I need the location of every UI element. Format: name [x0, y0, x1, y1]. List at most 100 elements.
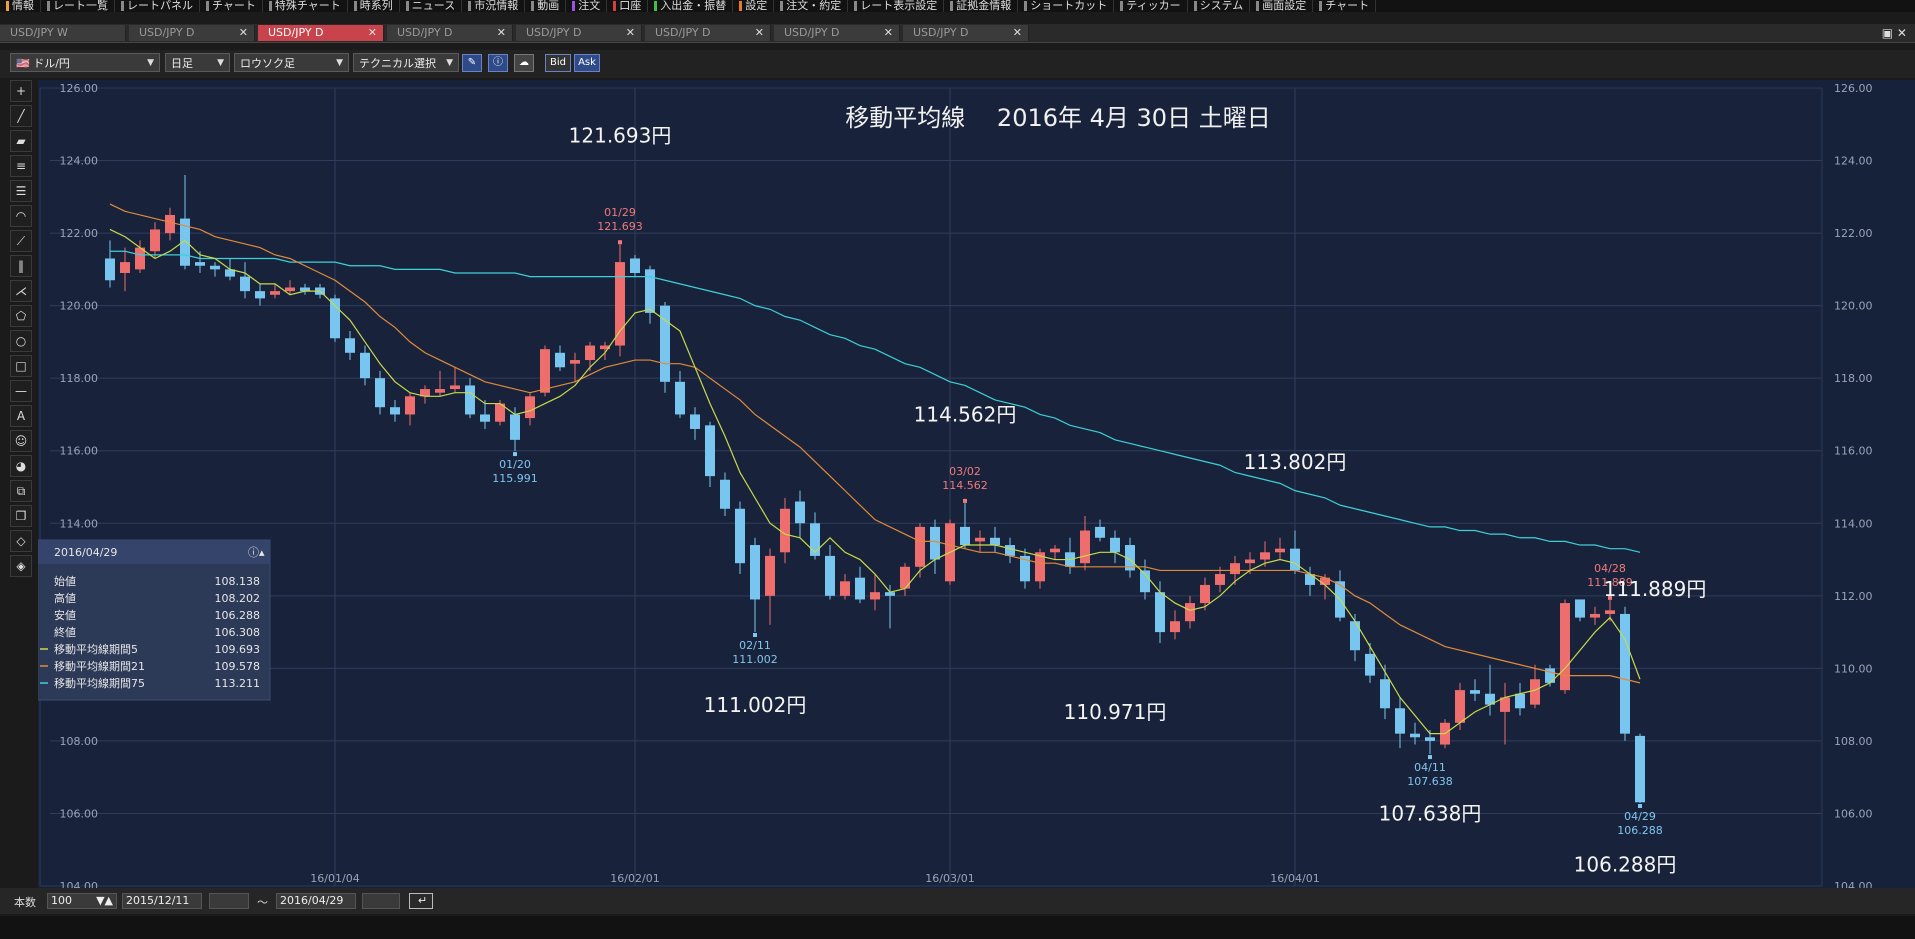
menu-item[interactable]: チャート [1313, 0, 1377, 12]
close-icon[interactable]: ✕ [1012, 26, 1022, 39]
menu-item[interactable]: レート一覧 [41, 0, 115, 12]
candle-body [870, 592, 880, 600]
menu-item[interactable]: ニュース [400, 0, 463, 12]
paste-icon[interactable]: ❐ [10, 505, 32, 527]
candle-body [1500, 697, 1510, 712]
candle [375, 370, 385, 415]
menu-item[interactable]: 情報 [0, 0, 41, 12]
annotation-date: 04/29 [1624, 810, 1656, 823]
eraser-icon[interactable]: ◇ [10, 530, 32, 552]
vline-icon[interactable]: ‖ [10, 255, 32, 277]
menu-item[interactable]: 入出金・振替 [648, 0, 734, 12]
menu-item[interactable]: 動画 [525, 0, 567, 12]
menu-item[interactable]: レートパネル [115, 0, 200, 12]
chart-tab[interactable]: USD/JPY D ✕ [645, 25, 771, 41]
paint-icon[interactable]: ◕ [10, 455, 32, 477]
candlestick-chart[interactable]: 126.00 124.00 122.00 120.00 118.00 116.00 114.… [33, 80, 1915, 893]
menu-item[interactable]: チャート [200, 0, 263, 12]
candle-body [1605, 610, 1615, 614]
menu-item[interactable]: ショートカット [1018, 0, 1115, 12]
stepper-icon[interactable]: ▼▲ [96, 894, 113, 907]
from-date-input[interactable]: 2015/12/11 [122, 893, 202, 909]
candle-body [1125, 545, 1135, 571]
return-icon[interactable]: ↵ [409, 893, 433, 909]
crosshair-icon[interactable]: + [10, 80, 32, 102]
eraser-all-icon[interactable]: ◈ [10, 555, 32, 577]
menu-item[interactable]: ティッカー [1114, 0, 1188, 12]
annotation-date: 01/20 [499, 458, 531, 471]
pentagon-icon[interactable]: ⬠ [10, 305, 32, 327]
chart-tab[interactable]: USD/JPY D ✕ [516, 25, 642, 41]
y-tick-label: 122.00 [60, 227, 99, 240]
x-tick-label: 16/02/01 [610, 872, 659, 885]
hline-icon[interactable]: ≡ [10, 155, 32, 177]
count-input[interactable]: 100 ▼▲ [47, 893, 117, 909]
chart-area[interactable]: 126.00 124.00 122.00 120.00 118.00 116.00 114.… [33, 80, 1915, 893]
copy-icon[interactable]: ⧉ [10, 480, 32, 502]
trendline-icon[interactable]: ╱ [10, 105, 32, 127]
info-icon[interactable]: ⓘ [488, 54, 508, 72]
menu-item[interactable]: システム [1188, 0, 1251, 12]
menu-item[interactable]: 注文・約定 [774, 0, 849, 12]
menu-item-label: システム [1199, 0, 1244, 12]
menu-item[interactable]: レート表示設定 [848, 0, 945, 12]
chart-tab[interactable]: USD/JPY D ✕ [387, 25, 513, 41]
chart-tab[interactable]: USD/JPY D ✕ [903, 25, 1029, 41]
candle [150, 222, 160, 259]
menu-item[interactable]: 注文 [566, 0, 608, 12]
candle [825, 545, 835, 600]
chart-tab[interactable]: USD/JPY D ✕ [258, 25, 384, 41]
menu-item[interactable]: 特殊チャート [263, 0, 348, 12]
menu-item[interactable]: 設定 [733, 0, 775, 12]
rectangle-icon[interactable]: □ [10, 355, 32, 377]
cloud-icon[interactable]: ☁ [514, 54, 534, 72]
pair-select[interactable]: 🇺🇸 ドル/円 ▼ [10, 53, 160, 72]
marker [753, 633, 757, 638]
bid-button[interactable]: Bid [545, 54, 571, 72]
close-icon[interactable]: ✕ [496, 26, 506, 39]
circle-icon[interactable]: ○ [10, 330, 32, 352]
to-time-input[interactable] [362, 893, 400, 909]
candle [540, 345, 550, 397]
candle [270, 283, 280, 299]
close-icon[interactable]: ✕ [367, 26, 377, 39]
menu-item[interactable]: 市況情報 [462, 0, 526, 12]
chart-tab[interactable]: USD/JPY D ✕ [774, 25, 900, 41]
pitchfork-icon[interactable]: ⋌ [10, 280, 32, 302]
to-date-input[interactable]: 2016/04/29 [276, 893, 356, 909]
menu-item[interactable]: 証拠金情報 [944, 0, 1019, 12]
close-icon[interactable]: ✕ [238, 26, 248, 39]
technical-select[interactable]: テクニカル選択 ▼ [353, 53, 459, 72]
pencil-icon[interactable]: ✎ [462, 54, 482, 72]
close-icon[interactable]: ✕ [625, 26, 635, 39]
info-label: 移動平均線期間21 [54, 659, 145, 673]
ruler-icon[interactable]: ▰ [10, 130, 32, 152]
chart-tab[interactable]: USD/JPY W [0, 25, 126, 41]
candle [750, 537, 760, 633]
period-select[interactable]: 日足 ▼ [165, 53, 230, 72]
close-icon[interactable]: ✕ [883, 26, 893, 39]
candle-body [1590, 613, 1600, 618]
chart-tab[interactable]: USD/JPY D ✕ [129, 25, 255, 41]
from-time-input[interactable] [209, 893, 249, 909]
menu-item[interactable]: 時系列 [348, 0, 400, 12]
annotation-value: 111.002 [732, 653, 778, 666]
candle [840, 574, 850, 600]
text-icon[interactable]: A [10, 405, 32, 427]
window-controls[interactable]: ▣ ✕ [1881, 26, 1907, 40]
menu-marker-icon [1193, 1, 1197, 11]
menu-item[interactable]: 口座 [607, 0, 649, 12]
chart-type-select[interactable]: ロウソク足 ▼ [234, 53, 349, 72]
candle [1380, 664, 1390, 720]
candle [1470, 679, 1480, 702]
fan-icon[interactable]: ⟋ [10, 230, 32, 252]
ask-button[interactable]: Ask [574, 54, 600, 72]
arc-icon[interactable]: ◠ [10, 205, 32, 227]
emoji-icon[interactable]: ☺ [10, 430, 32, 452]
channel-icon[interactable]: ☰ [10, 180, 32, 202]
close-icon[interactable]: ✕ [754, 26, 764, 39]
menu-item[interactable]: 画面設定 [1250, 0, 1314, 12]
candle [990, 526, 1000, 553]
line-icon[interactable]: — [10, 380, 32, 402]
